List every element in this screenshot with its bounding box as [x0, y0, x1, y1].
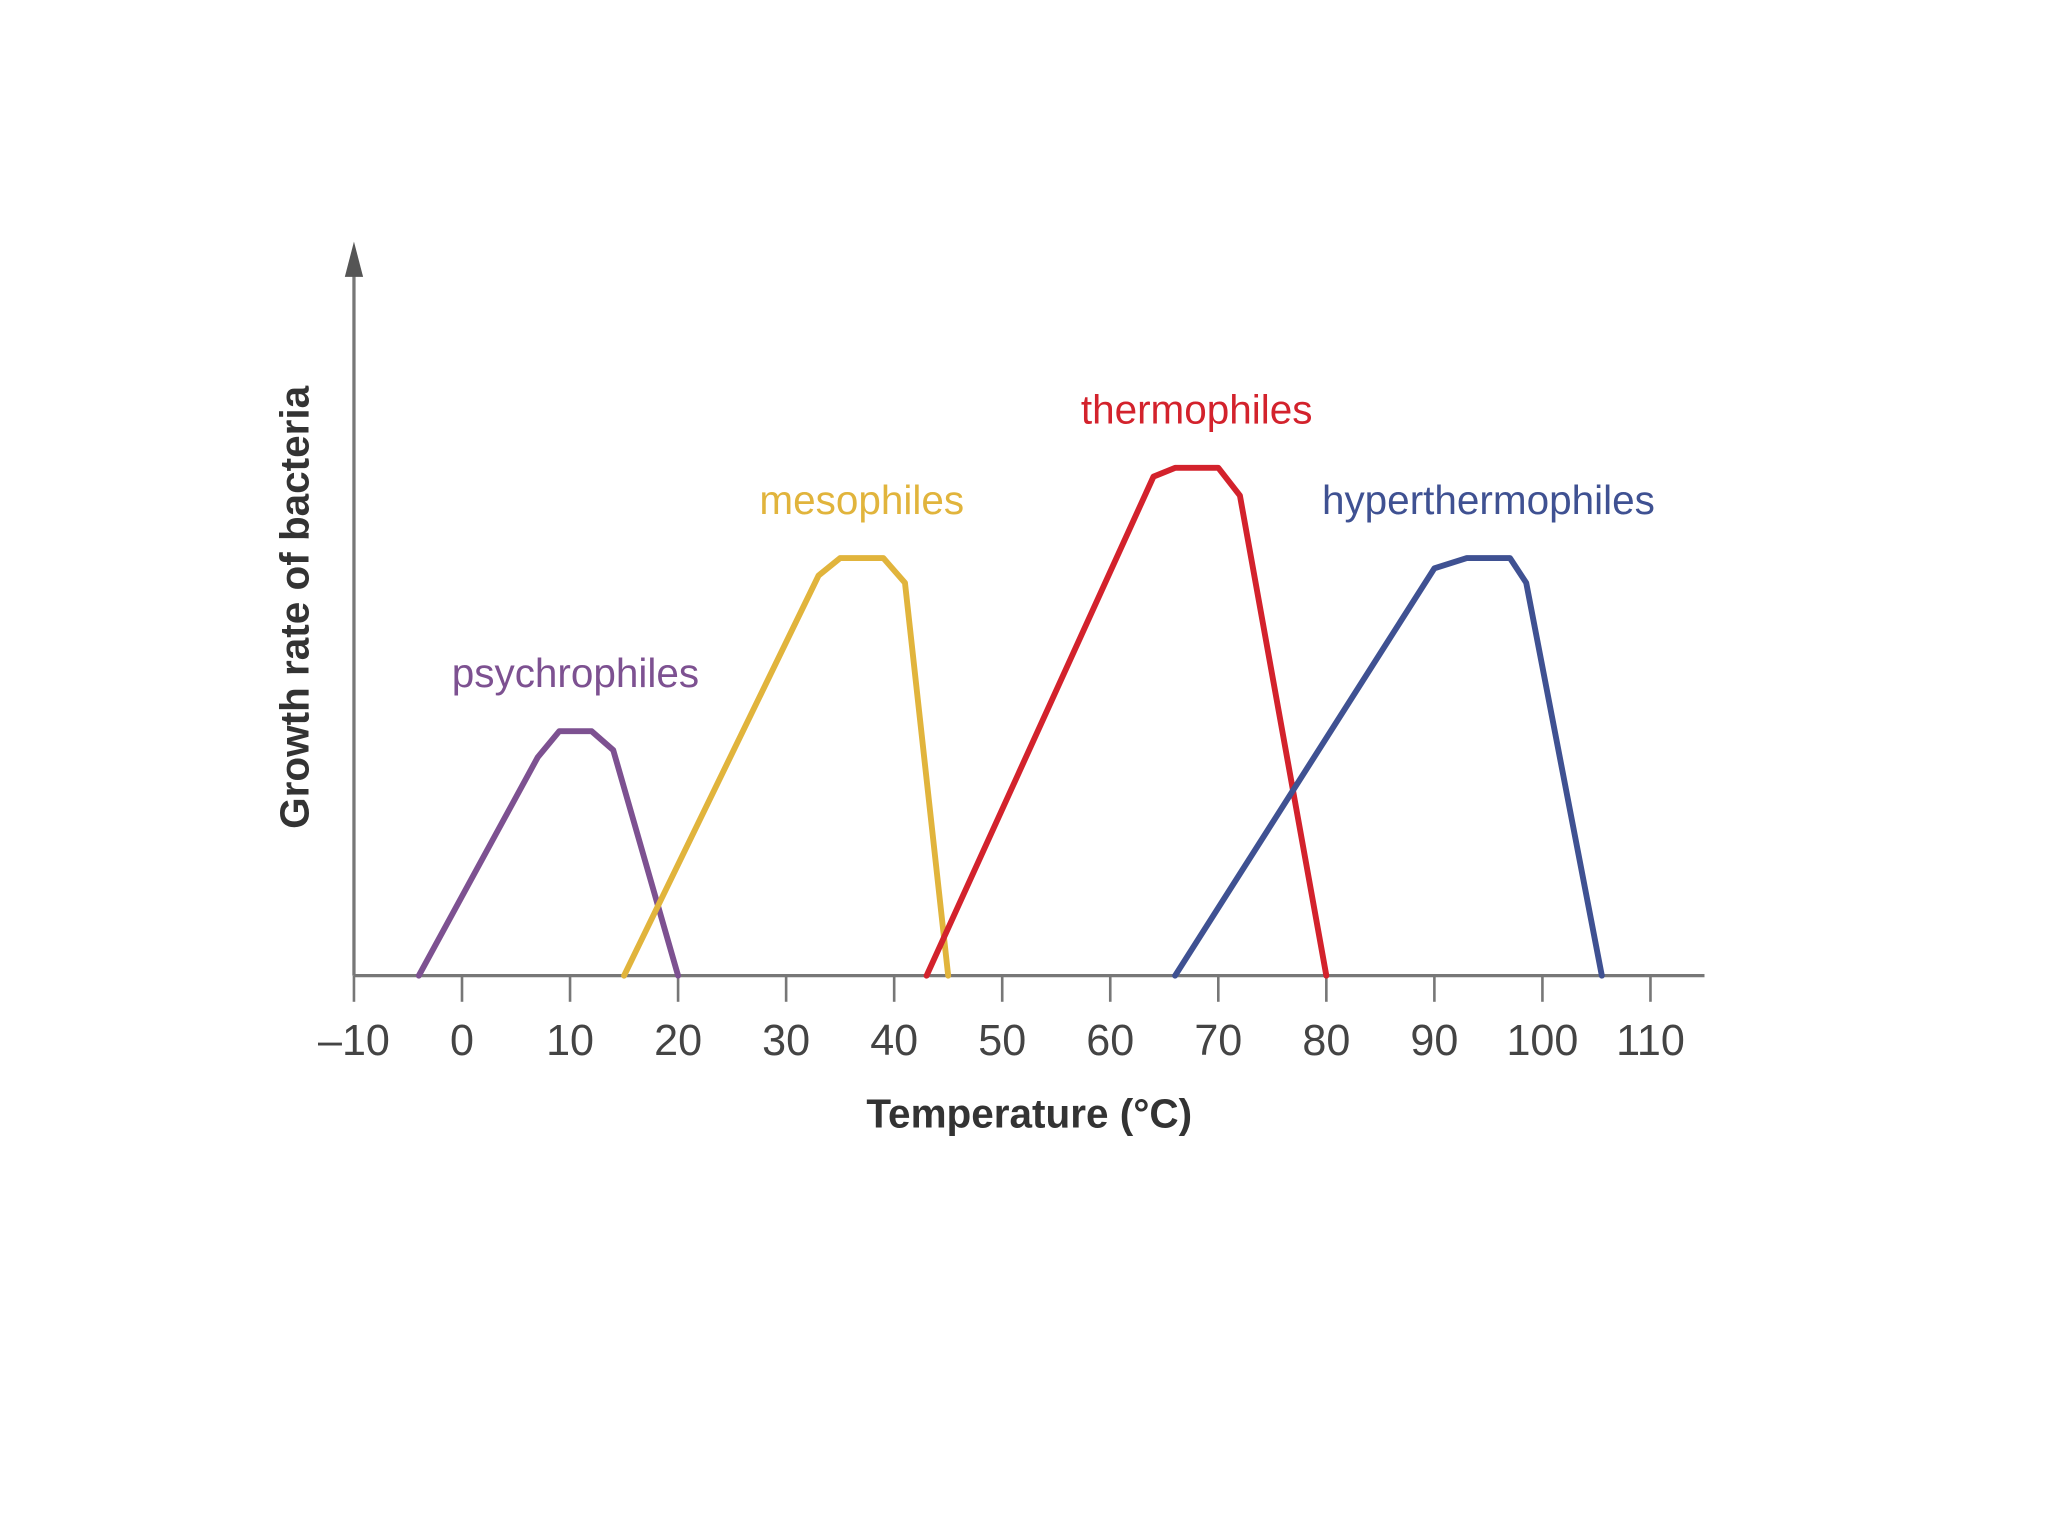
- x-tick-label: 50: [978, 1017, 1026, 1065]
- x-tick-label: 40: [870, 1017, 918, 1065]
- series-line: [923, 464, 1330, 979]
- series-line: [621, 555, 952, 979]
- x-tick-label: 100: [1506, 1017, 1578, 1065]
- y-axis-arrow: [344, 241, 364, 277]
- x-tick-label: 60: [1086, 1017, 1134, 1065]
- x-axis-title: Temperature (°C): [866, 1090, 1192, 1136]
- series-line: [1172, 555, 1605, 979]
- y-axis-title: Growth rate of bacteria: [271, 385, 317, 828]
- x-tick-label: 80: [1302, 1017, 1350, 1065]
- x-tick-label: 10: [546, 1017, 594, 1065]
- series-label: hyperthermophiles: [1322, 477, 1655, 523]
- x-tick-label: 30: [762, 1017, 810, 1065]
- series-line: [415, 728, 682, 979]
- x-tick-label: 90: [1410, 1017, 1458, 1065]
- series-label: thermophiles: [1081, 387, 1313, 433]
- x-tick-label: –10: [318, 1017, 390, 1065]
- series-label: psychrophiles: [452, 650, 699, 696]
- x-tick-label: 70: [1194, 1017, 1242, 1065]
- series-label: mesophiles: [759, 477, 964, 523]
- x-tick-label: 20: [654, 1017, 702, 1065]
- x-tick-label: 0: [450, 1017, 474, 1065]
- x-tick-label: 110: [1616, 1017, 1685, 1065]
